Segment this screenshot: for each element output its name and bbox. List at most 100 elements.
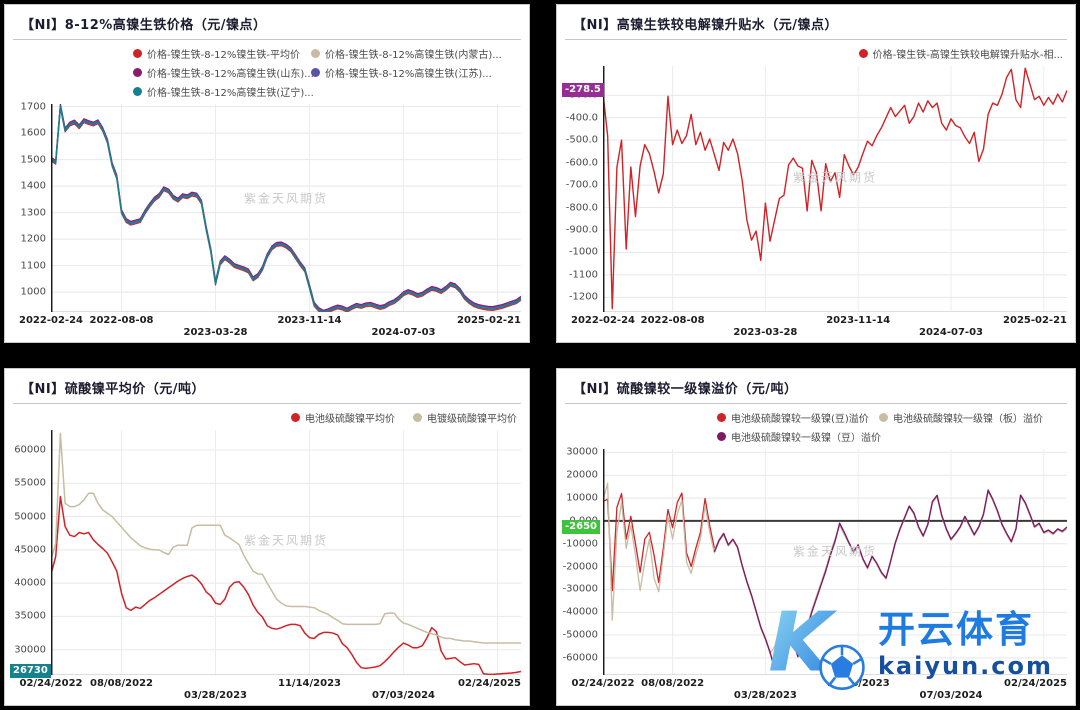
x-tick-label: 2024-07-03 — [371, 327, 436, 338]
x-tick-label: 2023-11-14 — [277, 315, 342, 326]
y-tick-label: -700.0 — [565, 179, 598, 191]
chart-plot-area: 3000020000100000.000-10000-20000-30000-4… — [561, 446, 1067, 675]
x-tick-label: 08/08/2022 — [641, 678, 705, 689]
chart-title: 【NI】8-12%高镍生铁价格（元/镍点） — [21, 18, 267, 33]
legend-dot-icon — [858, 49, 868, 58]
kaiyun-watermark: K 开云体育 kaiyun.com — [766, 597, 1053, 693]
y-tick-label: -1100 — [568, 269, 598, 281]
legend-label: 价格-镍生铁-高镍生铁较电解镍升贴水-相... — [872, 50, 1063, 61]
last-value-tag: 26730 — [10, 664, 51, 679]
legend-dot-icon — [413, 413, 422, 422]
x-tick-label: 2022-08-08 — [640, 315, 705, 326]
legend-label: 电镀级硫酸镍平均价 — [427, 414, 517, 425]
x-tick-label: 11/14/2023 — [826, 678, 890, 689]
legend-item[interactable]: 价格-镍生铁-8-12%高镍生铁(山东)... — [133, 65, 314, 80]
y-tick-label: 60000 — [14, 444, 46, 456]
y-tick-label: 35000 — [14, 610, 46, 622]
y-tick-label: 1200 — [20, 233, 46, 245]
legend-label: 电池级硫酸镍较一级镍（板）溢价 — [893, 414, 1043, 425]
legend-item[interactable]: 价格-镍生铁-8-12%高镍生铁(辽宁)... — [133, 84, 314, 99]
x-tick-label: 2024-07-03 — [919, 327, 983, 338]
y-tick-label: 1000 — [20, 286, 46, 298]
x-tick-label: 2025-02-21 — [457, 315, 521, 326]
x-tick-label: 02/24/2022 — [571, 678, 635, 689]
series-line — [51, 104, 521, 310]
soccer-ball-icon — [819, 644, 865, 690]
y-tick-label: -40000 — [562, 606, 598, 618]
series-line — [51, 107, 521, 312]
legend-dot-icon — [311, 68, 320, 77]
y-tick-label: -60000 — [562, 652, 598, 664]
x-tick-label: 07/03/2024 — [372, 690, 435, 701]
legend-label: 电池级硫酸镍平均价 — [305, 414, 395, 425]
last-value-tag: -278.5 — [562, 83, 604, 98]
kaiyun-brand-domain: kaiyun.com — [877, 652, 1053, 681]
title-divider — [565, 39, 1067, 40]
legend-dot-icon — [133, 49, 142, 58]
title-divider — [13, 39, 521, 40]
legend-item[interactable]: 价格-镍生铁-8-12%镍生铁-平均价 — [133, 46, 311, 61]
y-axis-labels: -300.0-400.0-500.0-600.0-700.0-800.0-900… — [561, 66, 601, 312]
chart-plot: 紫金天风期货 — [51, 430, 521, 675]
x-tick-label: 03/28/2023 — [733, 690, 797, 701]
kaiyun-brand-cn: 开云体育 — [877, 607, 1034, 651]
chart-title: 【NI】硫酸镍较一级镍溢价（元/吨） — [573, 382, 798, 397]
legend-label: 价格-镍生铁-8-12%高镍生铁(江苏)... — [325, 69, 492, 80]
y-tick-label: -400.0 — [565, 112, 598, 124]
y-tick-label: 20000 — [566, 469, 598, 481]
y-tick-label: 1700 — [20, 101, 46, 113]
legend-label: 电池级硫酸镍较一级镍(豆)溢价 — [731, 414, 869, 425]
legend-label: 价格-镍生铁-8-12%高镍生铁(山东)... — [147, 69, 314, 80]
legend-item[interactable]: 电池级硫酸镍较一级镍(豆)溢价 — [717, 410, 879, 425]
y-axis-labels: 60000 55000 50000 45000 40000 35000 30000 — [9, 430, 49, 675]
x-tick-label: 2023-11-14 — [826, 315, 891, 326]
legend-label: 价格-镍生铁-8-12%高镍生铁(辽宁)... — [147, 88, 314, 99]
y-tick-label: -500.0 — [565, 134, 598, 146]
y-tick-label: -600.0 — [565, 157, 598, 169]
y-tick-label: -50000 — [562, 629, 598, 641]
title-divider — [565, 403, 1067, 404]
chart-legend: 电池级硫酸镍较一级镍(豆)溢价 电池级硫酸镍较一级镍（板）溢价电池级硫酸镍较一级镍… — [557, 404, 1075, 446]
chart-plot: 紫金天风期货 — [51, 104, 521, 312]
x-tick-label: 08/08/2022 — [90, 678, 153, 689]
legend-dot-icon — [717, 432, 726, 441]
y-tick-label: -1200 — [568, 291, 598, 303]
legend-item[interactable]: 价格-镍生铁-高镍生铁较电解镍升贴水-相... — [858, 46, 1063, 61]
y-tick-label: 30000 — [566, 446, 598, 458]
chart-panel-ngi-premium: 【NI】高镍生铁较电解镍升贴水（元/镍点） 价格-镍生铁-高镍生铁较电解镍升贴水… — [556, 4, 1076, 343]
y-tick-label: -900.0 — [565, 224, 598, 236]
legend-dot-icon — [291, 413, 300, 422]
series-line — [714, 490, 1067, 669]
legend-item[interactable]: 电池级硫酸镍较一级镍（板）溢价 — [879, 410, 1043, 425]
y-tick-label: -1000 — [568, 246, 598, 258]
legend-label: 价格-镍生铁-8-12%高镍生铁(内蒙古)... — [325, 50, 502, 61]
y-tick-label: 40000 — [14, 577, 46, 589]
y-tick-label: 30000 — [14, 644, 46, 656]
y-tick-label: 1500 — [20, 154, 46, 166]
legend-item[interactable]: 电池级硫酸镍较一级镍（豆）溢价 — [717, 429, 881, 444]
x-tick-label: 03/28/2023 — [184, 690, 247, 701]
chart-legend: 价格-镍生铁-高镍生铁较电解镍升贴水-相... — [557, 40, 1075, 63]
legend-item[interactable]: 电池级硫酸镍平均价 — [291, 410, 395, 425]
chart-plot-area: 60000 55000 50000 45000 40000 35000 30000 紫金天风… — [9, 430, 521, 679]
chart-legend: 电池级硫酸镍平均价 电镀级硫酸镍平均价 — [5, 404, 529, 427]
chart-title: 【NI】高镍生铁较电解镍升贴水（元/镍点） — [573, 18, 838, 33]
chart-plot-area: 1700 1600 1500 1400 1300 1200 1100 1000 紫金天风期货 — [9, 101, 521, 312]
chart-plot: 紫金天风期货 — [603, 66, 1067, 312]
legend-dot-icon — [311, 49, 320, 58]
y-tick-label: -30000 — [562, 583, 598, 595]
legend-item[interactable]: 价格-镍生铁-8-12%高镍生铁(内蒙古)... — [311, 46, 502, 61]
x-tick-label: 02/24/2022 — [19, 678, 83, 689]
chart-canvas — [51, 104, 521, 312]
y-tick-label: -10000 — [562, 538, 598, 550]
legend-dot-icon — [133, 68, 142, 77]
series-line — [603, 68, 1067, 308]
legend-item[interactable]: 电镀级硫酸镍平均价 — [413, 410, 517, 425]
chart-panel-nickel-sulfate-premium: 【NI】硫酸镍较一级镍溢价（元/吨） 电池级硫酸镍较一级镍(豆)溢价 电池级硫酸镍… — [556, 368, 1076, 706]
legend-item[interactable]: 价格-镍生铁-8-12%高镍生铁(江苏)... — [311, 65, 492, 80]
series-line — [51, 108, 521, 312]
chart-canvas — [51, 430, 521, 675]
y-tick-label: 55000 — [14, 477, 46, 489]
y-tick-label: 10000 — [566, 492, 598, 504]
